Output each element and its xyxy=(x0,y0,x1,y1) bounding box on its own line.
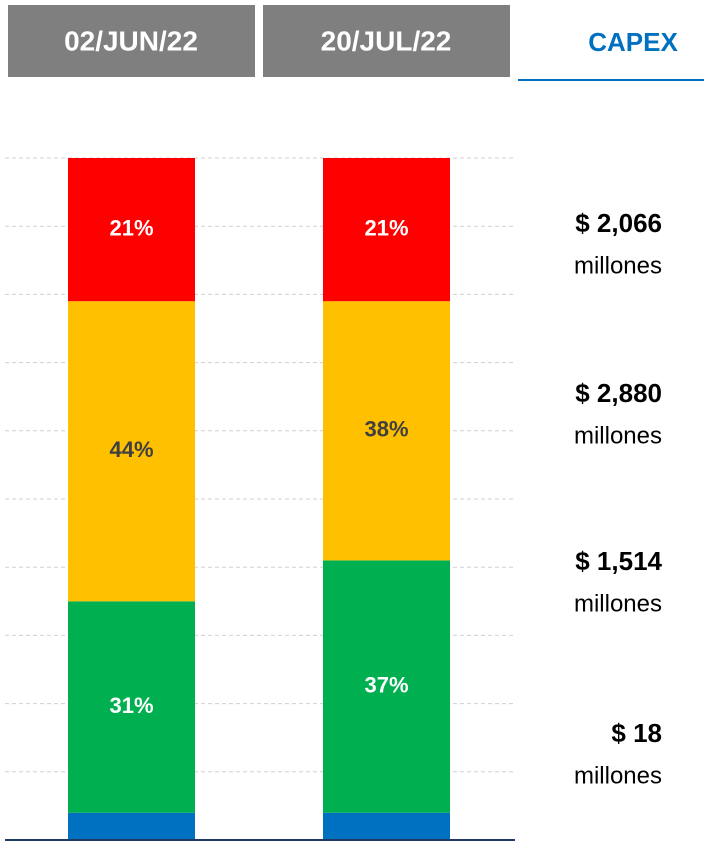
header-cell xyxy=(263,5,510,77)
tab-label[interactable]: CAPEX xyxy=(588,27,678,57)
legend-amount: $ 18 xyxy=(611,718,662,748)
bar-segment xyxy=(323,158,450,302)
data-label: 31% xyxy=(109,693,153,718)
x-tick-label: 20/JUL/22 xyxy=(321,25,452,56)
legend-amount: $ 2,066 xyxy=(575,208,662,238)
data-label: 37% xyxy=(364,672,408,697)
bar-segment xyxy=(323,812,450,840)
legend-unit: millones xyxy=(574,590,662,617)
legend-unit: millones xyxy=(574,762,662,789)
data-label: 21% xyxy=(109,215,153,240)
legend-amount: $ 2,880 xyxy=(575,378,662,408)
bar-segment xyxy=(68,812,195,840)
data-label: 21% xyxy=(364,215,408,240)
bar-segment xyxy=(68,601,195,813)
legend-unit: millones xyxy=(574,252,662,279)
bar-segment xyxy=(68,158,195,302)
data-label: 44% xyxy=(109,437,153,462)
legend-unit: millones xyxy=(574,422,662,449)
x-tick-label: 02/JUN/22 xyxy=(64,25,198,56)
header-cell xyxy=(8,5,255,77)
data-label: 38% xyxy=(364,417,408,442)
bar-segment xyxy=(323,560,450,813)
legend-amount: $ 1,514 xyxy=(575,546,662,576)
bar-segment xyxy=(323,301,450,561)
bar-segment xyxy=(68,301,195,602)
